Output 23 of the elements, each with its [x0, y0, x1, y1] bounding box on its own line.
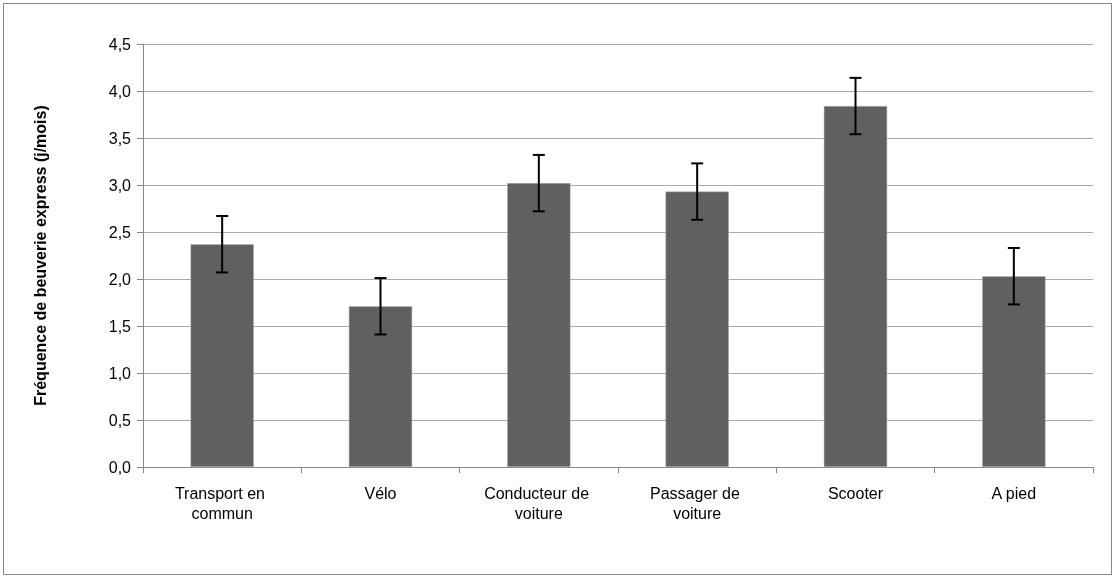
y-tick-label: 1,0 — [108, 364, 132, 382]
x-tick-label: Vélo — [364, 484, 397, 502]
y-tick-label: 3,5 — [108, 129, 132, 147]
y-tick-label: 0,0 — [108, 458, 132, 476]
bar — [190, 244, 254, 467]
x-tick-label: A pied — [991, 484, 1037, 502]
x-tick-label: Conducteur de voiture — [484, 484, 594, 522]
y-axis-title: Fréquence de beuverie express (j/mois) — [31, 105, 49, 406]
y-tick-label: 2,0 — [108, 270, 132, 288]
x-tick-label: Transport en commun — [174, 484, 270, 522]
x-tick-label: Scooter — [827, 484, 884, 502]
bar — [507, 183, 571, 467]
bar — [823, 106, 888, 467]
y-tick-label: 4,5 — [108, 35, 132, 53]
x-tick-label: Passager de voiture — [650, 484, 745, 522]
y-tick-label: 1,5 — [108, 317, 132, 335]
bar — [665, 191, 729, 467]
bar — [348, 306, 413, 467]
y-tick-label: 4,0 — [108, 82, 132, 100]
bar — [982, 276, 1046, 467]
y-tick-label: 3,0 — [108, 176, 132, 194]
y-tick-label: 2,5 — [108, 223, 132, 241]
y-tick-label: 0,5 — [108, 411, 132, 429]
